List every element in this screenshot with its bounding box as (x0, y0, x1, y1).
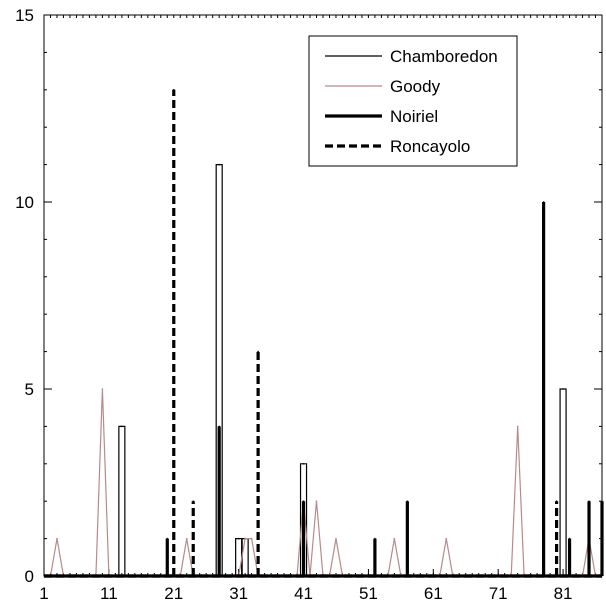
x-tick-label: 61 (424, 584, 443, 603)
data-point (393, 537, 396, 540)
data-point (568, 537, 571, 540)
series-line (44, 388, 602, 577)
data-point (542, 201, 545, 203)
x-tick-label: 81 (554, 584, 573, 603)
x-tick-label: 71 (489, 584, 508, 603)
data-point (250, 537, 253, 540)
y-tick-label: 15 (15, 6, 34, 25)
data-point (562, 388, 564, 390)
legend-label: Noiriel (390, 107, 438, 126)
data-point (374, 537, 376, 540)
data-point (516, 425, 519, 428)
data-point (172, 89, 175, 91)
legend-label: Chamboredon (390, 47, 498, 66)
legend-label: Roncayolo (390, 137, 470, 156)
legend-label: Goody (390, 77, 441, 96)
x-axis: 1 11 21 31 41 51 61 71 81 (39, 569, 573, 603)
data-point (244, 537, 246, 540)
data-point (218, 425, 220, 428)
x-tick-label: 1 (39, 584, 48, 603)
data-point (406, 500, 409, 503)
data-point (56, 537, 58, 540)
data-point (257, 350, 259, 353)
series-noiriel (44, 201, 604, 578)
series-chamboredon (44, 163, 602, 577)
data-point (302, 463, 305, 465)
data-point (335, 537, 337, 540)
x-tick-label: 51 (359, 584, 378, 603)
data-point (315, 500, 318, 503)
data-point (588, 500, 590, 503)
series-line (44, 164, 602, 577)
y-tick-label: 10 (15, 193, 34, 212)
y-tick-label: 0 (25, 567, 34, 586)
series-layer (44, 89, 604, 578)
data-point (555, 500, 558, 503)
data-point (192, 500, 195, 503)
data-point (121, 425, 123, 428)
data-point (445, 537, 448, 540)
data-point (166, 537, 169, 540)
x-tick-label: 31 (229, 584, 248, 603)
y-tick-label: 5 (25, 380, 34, 399)
data-point (302, 500, 305, 503)
data-point (185, 537, 188, 540)
x-tick-label: 41 (294, 584, 313, 603)
data-point (101, 388, 104, 390)
y-axis: 0 5 10 15 (15, 6, 602, 586)
series-roncayolo (44, 89, 602, 578)
data-point (601, 500, 603, 503)
legend: Chamboredon Goody Noiriel Roncayolo (308, 35, 518, 167)
data-point (237, 537, 240, 540)
x-tick-label: 11 (100, 584, 118, 603)
data-point (218, 163, 220, 166)
series-goody (44, 388, 602, 577)
legend-box (308, 35, 518, 167)
x-tick-label: 21 (164, 584, 183, 603)
